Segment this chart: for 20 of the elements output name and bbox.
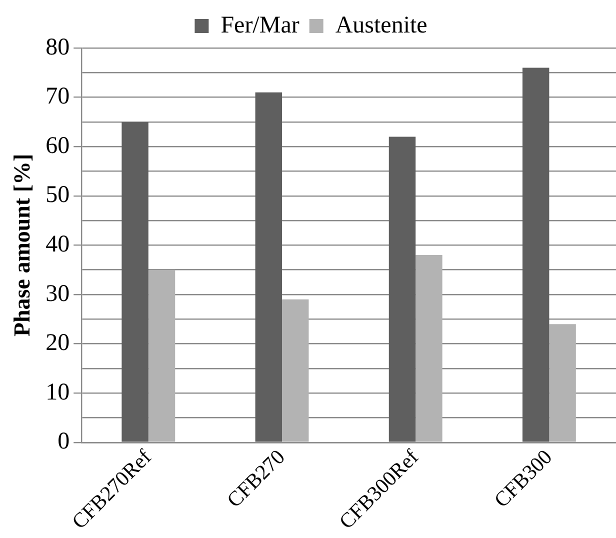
y-tick-label: 0 [58, 428, 70, 455]
bar [255, 92, 282, 442]
bar [148, 270, 176, 442]
y-tick-label: 40 [46, 231, 70, 258]
bar [122, 122, 148, 442]
bar [282, 299, 309, 442]
y-tick-label: 80 [46, 34, 70, 60]
legend-label: Fer/Mar [220, 12, 300, 38]
bar [416, 255, 442, 442]
y-tick-label: 70 [46, 84, 70, 110]
y-tick-label: 10 [46, 379, 70, 406]
y-tick-label: 20 [46, 330, 70, 356]
y-tick-label: 60 [46, 132, 70, 159]
y-axis-title: Phase amount [%] [10, 154, 35, 337]
bar [522, 68, 550, 442]
y-tick-label: 30 [46, 280, 70, 307]
bar [388, 136, 416, 442]
y-tick-label: 50 [46, 182, 70, 208]
bar [549, 324, 576, 442]
legend-label: Austenite [335, 12, 428, 38]
